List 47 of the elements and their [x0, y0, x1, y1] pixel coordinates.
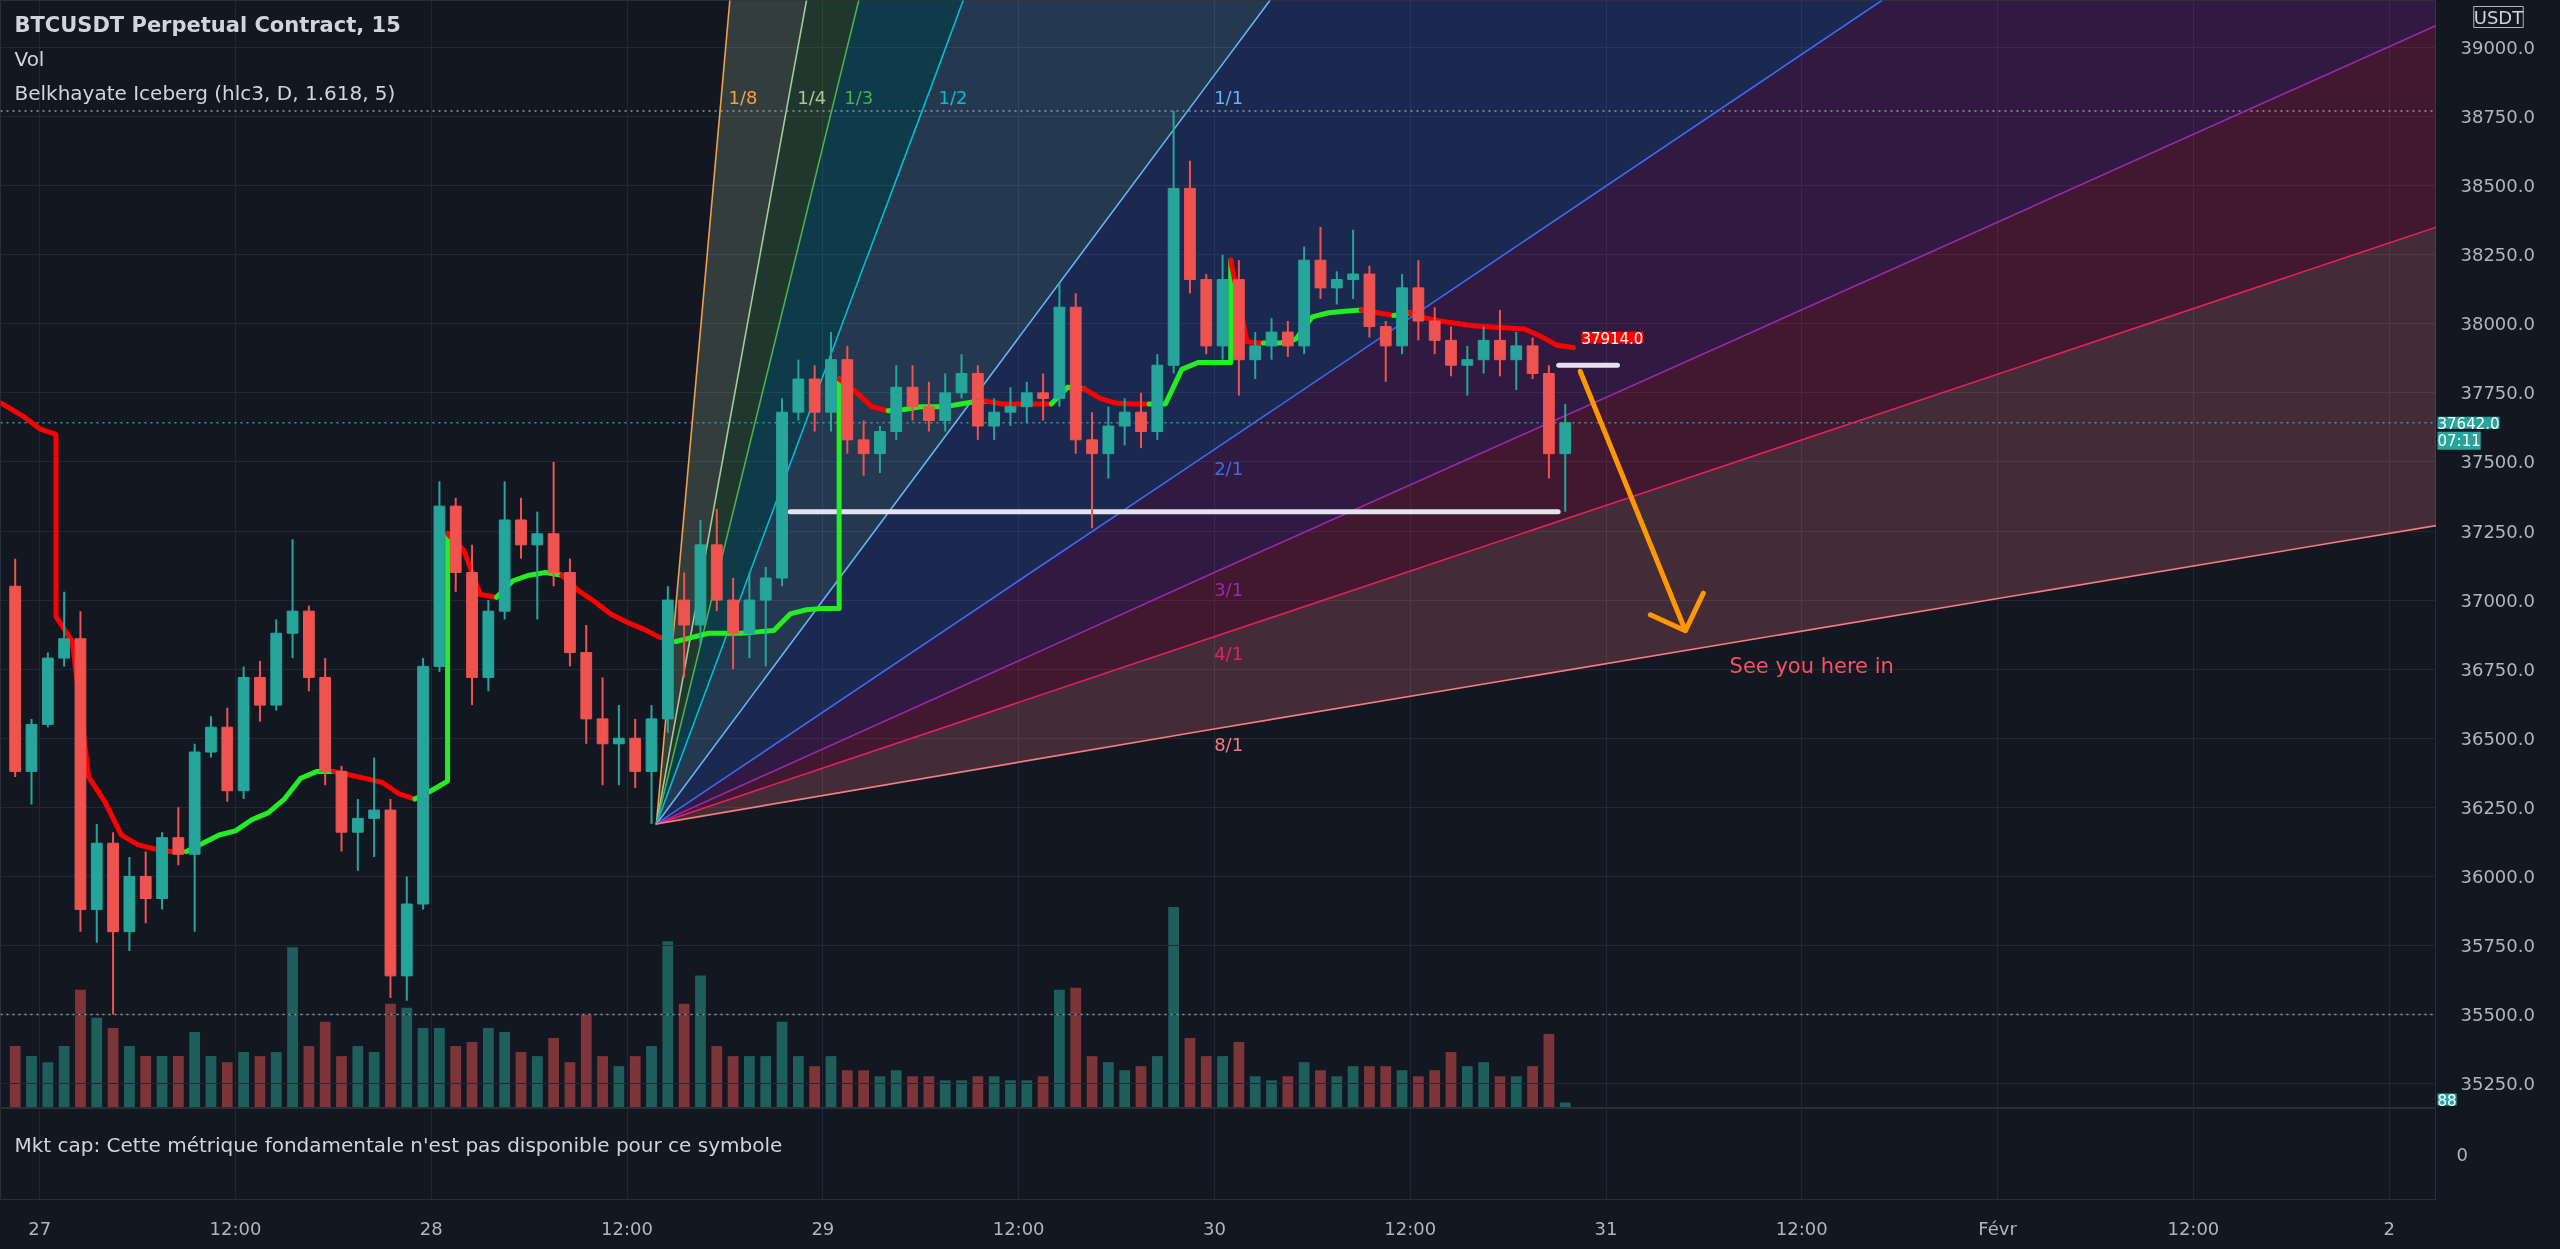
text: 88 — [2437, 1091, 2457, 1110]
y-tick-label: 36750.0 — [2460, 658, 2535, 680]
series-label: 1/1 — [1214, 87, 1244, 109]
x-tick-label: 12:00 — [992, 1217, 1045, 1239]
text: Mkt cap: Cette métrique fondamentale n'est pas disponible pour ce symbole — [14, 1132, 783, 1157]
text: BTCUSDT Perpetual Contract, 15 — [14, 12, 401, 37]
y-tick-label: 36000.0 — [2460, 865, 2535, 887]
series-label: 1/2 — [938, 87, 968, 109]
y-tick-label: 36250.0 — [2460, 796, 2535, 818]
ref-line-label: 37642.0 07:11 — [2437, 414, 2500, 450]
y-tick-label: 35750.0 — [2460, 934, 2535, 956]
x-tick-label: 12:00 — [601, 1217, 653, 1239]
x-tick-label: 12:00 — [2167, 1217, 2220, 1239]
series-label: 2/1 — [1214, 457, 1244, 479]
series-label: 8/1 — [1214, 733, 1244, 755]
x-tick-label: 28 — [419, 1217, 443, 1239]
annotation: Belkhayate Iceberg (hlc3, D, 1.618, 5) — [14, 80, 396, 105]
x-tick-label: Févr — [1978, 1217, 2018, 1239]
y-tick-label: 38250.0 — [2460, 244, 2535, 266]
text: 0 — [2456, 1143, 2468, 1165]
x-tick-label: 2 — [2383, 1217, 2395, 1239]
series-label: 3/1 — [1214, 579, 1244, 601]
x-tick-label: 30 — [1202, 1217, 1226, 1239]
x-tick-label: 12:00 — [1384, 1217, 1437, 1239]
y-tick-label: 36500.0 — [2460, 727, 2535, 749]
y-tick-label: 37000.0 — [2460, 589, 2535, 611]
x-tick-label: 27 — [28, 1217, 52, 1239]
series-label: 4/1 — [1214, 642, 1244, 664]
y-tick-label: 37500.0 — [2460, 451, 2535, 473]
y-tick-label: 35500.0 — [2460, 1004, 2535, 1026]
y-tick-label: 39000.0 — [2460, 36, 2535, 58]
y-tick-label: 35250.0 — [2460, 1073, 2535, 1095]
series-label: 1/4 — [797, 87, 827, 109]
x-tick-label: 12:00 — [1775, 1217, 1828, 1239]
data-label: 37914.0 — [1581, 329, 1644, 348]
x-tick-label: 31 — [1594, 1217, 1618, 1239]
y-tick-label: 38500.0 — [2460, 175, 2535, 197]
x-tick-label: 29 — [811, 1217, 835, 1239]
y-tick-label: 38000.0 — [2460, 313, 2535, 335]
x-tick-label: 12:00 — [209, 1217, 262, 1239]
annotation: Vol — [14, 46, 45, 71]
y-tick-label: 38750.0 — [2460, 106, 2535, 128]
y-tick-label: 37750.0 — [2460, 382, 2535, 404]
series-label: 1/3 — [844, 87, 874, 109]
series-label: 1/8 — [728, 87, 758, 109]
y-tick-label: 37250.0 — [2460, 520, 2535, 542]
annotation: See you here in — [1729, 654, 1894, 679]
